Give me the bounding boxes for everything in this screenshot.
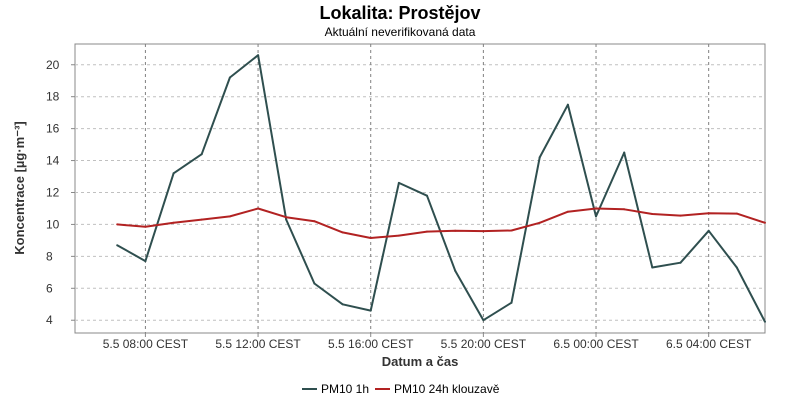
legend-label: PM10 1h — [321, 382, 369, 396]
y-tick-label: 20 — [46, 58, 60, 72]
data-point — [623, 208, 626, 211]
data-point — [566, 210, 569, 213]
data-point — [116, 223, 119, 226]
data-point — [735, 212, 738, 215]
x-tick-label: 5.5 16:00 CEST — [328, 337, 414, 351]
x-axis-ticks: 5.5 08:00 CEST 5.5 12:00 CEST 5.5 16:00 CE… — [103, 333, 752, 351]
y-tick-label: 16 — [46, 122, 60, 136]
data-point — [707, 229, 710, 232]
legend: PM10 1h PM10 24h klouzavě — [302, 382, 500, 396]
data-point — [679, 214, 682, 217]
data-point — [228, 215, 231, 218]
data-point — [538, 156, 541, 159]
data-point — [369, 237, 372, 239]
data-point — [623, 151, 626, 154]
y-tick-label: 12 — [46, 185, 60, 199]
data-point — [285, 216, 288, 219]
data-point — [341, 303, 344, 306]
data-point — [116, 244, 119, 247]
data-point — [538, 221, 541, 224]
data-point — [285, 218, 288, 221]
data-point — [172, 172, 175, 175]
plot-area — [74, 43, 766, 334]
y-tick-label: 6 — [46, 281, 53, 295]
data-point — [510, 301, 513, 304]
data-point — [369, 309, 372, 312]
x-tick-label: 6.5 00:00 CEST — [553, 337, 639, 351]
y-tick-label: 18 — [46, 90, 60, 104]
x-tick-label: 5.5 12:00 CEST — [215, 337, 301, 351]
data-point — [426, 194, 428, 197]
y-tick-label: 8 — [46, 249, 53, 263]
x-tick-label: 5.5 20:00 CEST — [441, 337, 527, 351]
data-point — [172, 221, 175, 224]
data-point — [595, 207, 597, 210]
data-point — [595, 215, 597, 218]
data-point — [200, 218, 203, 221]
data-point — [454, 269, 457, 272]
data-point — [341, 231, 344, 234]
x-tick-label: 6.5 04:00 CEST — [666, 337, 752, 351]
data-point — [397, 181, 400, 184]
series-line-1 — [117, 207, 766, 239]
y-tick-label: 14 — [46, 154, 60, 168]
data-point — [482, 319, 485, 322]
y-axis-title: Koncentrace [µg·m⁻³] — [12, 121, 27, 255]
series-lines — [116, 54, 766, 323]
data-point — [764, 320, 766, 323]
x-tick-label: 5.5 08:00 CEST — [103, 337, 189, 351]
data-point — [764, 221, 766, 224]
data-point — [482, 230, 485, 233]
data-point — [144, 225, 147, 228]
data-point — [735, 266, 738, 269]
legend-label: PM10 24h klouzavě — [394, 382, 500, 396]
data-point — [510, 229, 513, 232]
data-point — [707, 212, 710, 215]
y-tick-label: 4 — [46, 313, 53, 327]
y-axis-ticks: 4 6 8 10 12 14 16 18 20 — [46, 58, 75, 327]
data-point — [426, 230, 428, 233]
chart-title: Lokalita: Prostějov — [319, 3, 480, 23]
data-point — [257, 54, 260, 57]
data-point — [313, 220, 316, 223]
data-point — [454, 229, 457, 232]
data-point — [257, 207, 260, 210]
x-axis-title: Datum a čas — [382, 354, 459, 369]
data-point — [566, 103, 569, 106]
data-point — [200, 153, 203, 156]
data-point — [679, 261, 682, 264]
series-line-0 — [116, 54, 766, 323]
chart-subtitle: Aktuální neverifikovaná data — [325, 25, 476, 39]
data-point — [228, 76, 231, 79]
data-point — [397, 234, 400, 237]
data-point — [651, 266, 654, 269]
data-point — [313, 282, 316, 285]
y-tick-label: 10 — [46, 217, 60, 231]
data-point — [144, 260, 147, 263]
data-point — [651, 213, 654, 215]
